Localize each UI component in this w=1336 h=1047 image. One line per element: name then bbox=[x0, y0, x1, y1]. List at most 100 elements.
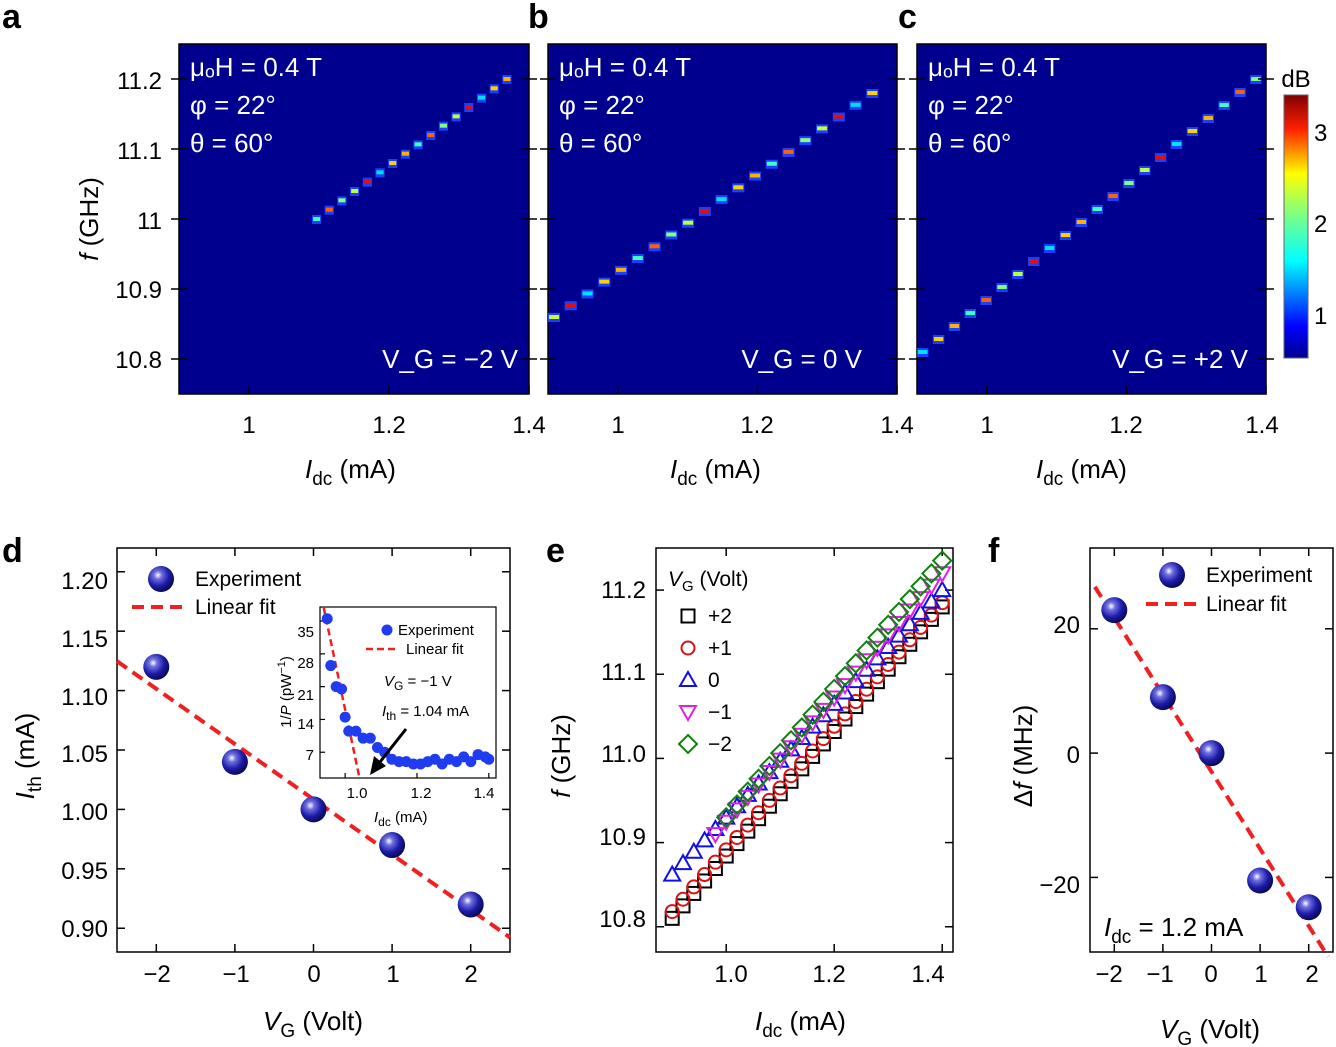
panel-f: Experiment Linear fit Idc = 1.2 mA 20 0 … bbox=[1008, 547, 1334, 1047]
plot-e-series-0-point-15 bbox=[826, 723, 842, 739]
plot-e-series-1-point-8 bbox=[751, 805, 767, 821]
plot-e-xtick-2: 1.2 bbox=[812, 961, 845, 988]
plot-e-series-4-point-9 bbox=[812, 691, 834, 713]
plot-e-legend-title: VG (Volt) bbox=[668, 568, 749, 595]
plot-e-series-4-point-1 bbox=[726, 794, 748, 815]
plot-e-series-0-point-22 bbox=[902, 636, 918, 652]
ridge-c-cell-14 bbox=[1140, 168, 1150, 172]
panel-d: Experiment Linear fit 1.20 1.15 1.10 1.0… bbox=[10, 547, 512, 1042]
plot-f-points bbox=[1101, 597, 1322, 921]
inset-ytick-5: 7 bbox=[306, 747, 314, 764]
plot-f-ticks bbox=[1090, 548, 1333, 952]
ridge-c-cell-13 bbox=[1124, 181, 1134, 185]
plot-e-series-4-point-2 bbox=[737, 781, 759, 803]
plot-d-fit-line bbox=[115, 659, 512, 940]
ridge-c-cell-3 bbox=[965, 311, 976, 315]
ridge-a-cell-3 bbox=[351, 189, 359, 193]
heatmap-a-ytick-4: 10.9 bbox=[115, 277, 162, 304]
plot-d-legend-experiment: Experiment bbox=[195, 568, 301, 591]
ridge-c-cell-8 bbox=[1044, 246, 1055, 250]
heatmap-b-title-line-3: θ = 60° bbox=[559, 128, 642, 158]
plot-f-point-4 bbox=[1295, 894, 1322, 921]
ridge-c-cell-20 bbox=[1235, 90, 1245, 94]
panel-a: μₒH = 0.4 T φ = 22° θ = 60° V_G = −2 V 1… bbox=[74, 43, 546, 490]
ridge-b-cell-3 bbox=[599, 279, 610, 284]
heatmap-c-xtick-3: 1.4 bbox=[1245, 412, 1278, 439]
colorbar-tick-3: 3 bbox=[1314, 120, 1327, 147]
plot-d-ylabel: Ith (mA) bbox=[10, 713, 46, 800]
inset-legend-experiment: Experiment bbox=[398, 622, 475, 639]
heatmap-c-xtick-2: 1.2 bbox=[1109, 412, 1142, 439]
plot-e-series-4-point-14 bbox=[866, 627, 888, 649]
inset-xtick-2: 1.2 bbox=[411, 785, 432, 802]
ridge-c-cell-7 bbox=[1029, 259, 1039, 263]
ridge-c-cell-10 bbox=[1076, 220, 1087, 224]
plot-e-series-2-point-2 bbox=[684, 841, 704, 859]
heatmap-b-title-line-2: φ = 22° bbox=[559, 90, 645, 120]
plot-e-ylabel: f (GHz) bbox=[546, 714, 576, 798]
ridge-c-cell-4 bbox=[981, 298, 991, 302]
plot-e-series-3-point-8 bbox=[792, 727, 812, 745]
inset-point-6 bbox=[350, 725, 362, 737]
panel-label-c: c bbox=[898, 0, 917, 36]
ridge-a-cell-13 bbox=[477, 95, 486, 100]
ridge-b-cell-18 bbox=[850, 102, 861, 107]
inset-frame bbox=[319, 606, 497, 779]
heatmap-a-ytick-1: 11.2 bbox=[117, 68, 162, 95]
plot-f-ylabel: Δf (MHz) bbox=[1008, 705, 1038, 808]
ridge-c-cell-0 bbox=[918, 350, 928, 354]
plot-e-series-0-point-14 bbox=[815, 736, 831, 752]
inset-point-4 bbox=[339, 711, 351, 723]
plot-e-series-1-point-5 bbox=[718, 842, 734, 858]
plot-e-ticks bbox=[656, 548, 953, 952]
inset-point-22 bbox=[465, 756, 477, 768]
inset-note-ith: Ith = 1.04 mA bbox=[382, 703, 469, 723]
plot-d-xtick-5: 2 bbox=[464, 961, 477, 988]
heatmap-b-xtick-2: 1.2 bbox=[740, 412, 773, 439]
panel-e: VG (Volt) +2 +1 0 −1 −2 11.2 11.1 11.0 1… bbox=[546, 547, 954, 1042]
plot-e-series-4-point-10 bbox=[823, 678, 845, 700]
ridge-a-cell-15 bbox=[503, 77, 511, 81]
plot-e-series-1-point-13 bbox=[805, 743, 821, 759]
heatmap-c-ticks bbox=[909, 78, 1274, 394]
plot-e-series-4-point-19 bbox=[920, 563, 942, 584]
inset-arrow-head bbox=[370, 756, 386, 775]
plot-d-ytick-6: 0.95 bbox=[61, 858, 108, 885]
plot-e-series-1-point-24 bbox=[923, 607, 939, 623]
plot-e-series-2-point-20 bbox=[878, 636, 898, 654]
plot-e-series-1-point-17 bbox=[848, 694, 864, 710]
inset-arrow-shaft bbox=[378, 728, 408, 763]
plot-e-series-3-point-19 bbox=[910, 591, 931, 609]
plot-e-series-3-point-6 bbox=[770, 752, 790, 770]
ridge-c-cell-18 bbox=[1203, 116, 1213, 120]
plot-e-series-1-point-19 bbox=[869, 669, 885, 685]
inset-ytick-1: 35 bbox=[297, 624, 314, 641]
ridge-b-cell-2 bbox=[582, 291, 593, 296]
heatmap-c-xlabel: Idc (mA) bbox=[1036, 454, 1127, 490]
plot-e-series-1-point-14 bbox=[815, 731, 831, 747]
plot-e-series-2-point-24 bbox=[921, 591, 942, 609]
inset-point-1 bbox=[325, 660, 337, 672]
plot-e-series-3-point-0 bbox=[705, 827, 726, 845]
ridge-b-cell-4 bbox=[616, 267, 627, 272]
plot-e-series-2-point-3 bbox=[694, 830, 715, 848]
inset-legend-marker bbox=[381, 624, 393, 636]
heatmap-b-ridge bbox=[548, 89, 879, 322]
plot-e-series-1-point-22 bbox=[902, 632, 918, 648]
plot-e-ytick-5: 10.8 bbox=[599, 906, 646, 933]
plot-e-xtick-3: 1.4 bbox=[911, 961, 944, 988]
plot-e-series-0-point-20 bbox=[880, 661, 896, 677]
ridge-c-cell-17 bbox=[1187, 129, 1198, 133]
ridge-a-cell-2 bbox=[338, 198, 346, 203]
ridge-b-cell-15 bbox=[800, 138, 811, 143]
plot-f-xtick-4: 1 bbox=[1254, 961, 1267, 988]
plot-e-series-4-point-12 bbox=[845, 652, 867, 674]
plot-e-points bbox=[662, 550, 953, 926]
plot-e-series-0-point-18 bbox=[859, 686, 875, 702]
ridge-b-cell-19 bbox=[867, 91, 878, 95]
plot-e-series-4-point-17 bbox=[899, 588, 921, 610]
ridge-c-cell-16 bbox=[1171, 142, 1182, 146]
plot-e-series-0-point-6 bbox=[729, 836, 745, 852]
ridge-a-cell-14 bbox=[490, 86, 498, 91]
ridge-c-cell-1 bbox=[933, 337, 944, 341]
